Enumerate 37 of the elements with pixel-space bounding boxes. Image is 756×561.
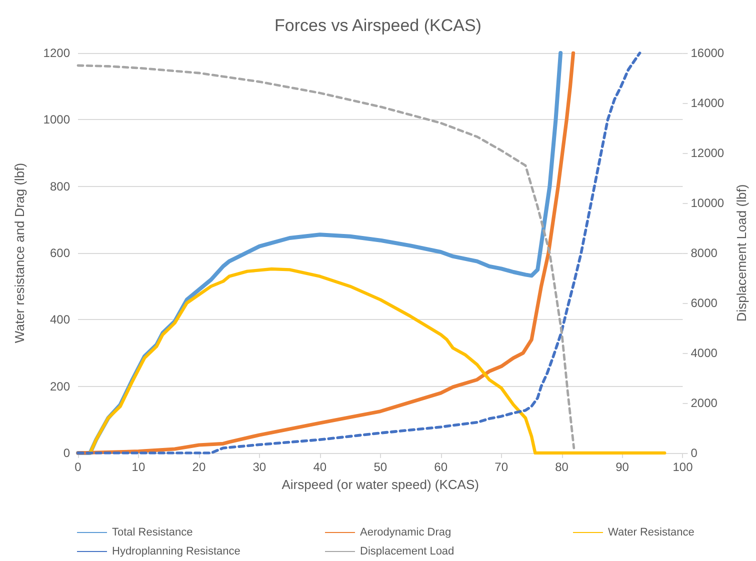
- y-tick-label: 1200: [43, 46, 70, 60]
- legend-label: Hydroplanning Resistance: [112, 546, 240, 558]
- x-tick-label: 80: [555, 460, 569, 474]
- chart-title: Forces vs Airspeed (KCAS): [274, 16, 482, 35]
- x-tick-label: 90: [616, 460, 630, 474]
- x-tick-label: 30: [252, 460, 266, 474]
- y2-tick-label: 2000: [690, 396, 718, 410]
- x-tick-label: 70: [494, 460, 508, 474]
- line-series: [88, 267, 666, 455]
- y-tick-label: 800: [50, 179, 70, 194]
- x-tick-label: 0: [74, 460, 82, 474]
- x-tick-label: 40: [313, 460, 327, 474]
- x-tick-label: 100: [672, 460, 694, 474]
- y2-tick-label: 0: [690, 446, 698, 460]
- y2-tick-label: 8000: [690, 246, 718, 260]
- y2-tick-label: 6000: [690, 296, 718, 310]
- y-tick-label: 1000: [43, 112, 70, 127]
- y-axis-title: Water resistance and Drag (lbf): [12, 162, 27, 344]
- x-tick-label: 10: [132, 460, 146, 474]
- y2-tick-label: 4000: [690, 346, 718, 360]
- y2-tick-label: 16000: [690, 46, 724, 60]
- x-tick-label: 50: [374, 460, 388, 474]
- legend-label: Displacement Load: [360, 546, 454, 558]
- y-tick-label: 400: [50, 312, 70, 327]
- y2-tick-label: 14000: [690, 96, 724, 110]
- y-tick-label: 600: [50, 246, 70, 260]
- legend-label: Water Resistance: [608, 526, 694, 538]
- x-tick-label: 60: [434, 460, 448, 474]
- y-tick-label: 200: [50, 379, 70, 394]
- x-tick-label: 20: [192, 460, 206, 474]
- legend-label: Aerodynamic Drag: [360, 526, 452, 538]
- y2-tick-label: 10000: [690, 196, 724, 210]
- y2-axis-title: Displacement Load (lbf): [734, 184, 749, 322]
- y2-tick-label: 12000: [690, 146, 724, 160]
- legend-label: Total Resistance: [112, 526, 193, 538]
- y-tick-label: 0: [63, 446, 70, 460]
- x-axis-title: Airspeed (or water speed) (KCAS): [282, 476, 479, 492]
